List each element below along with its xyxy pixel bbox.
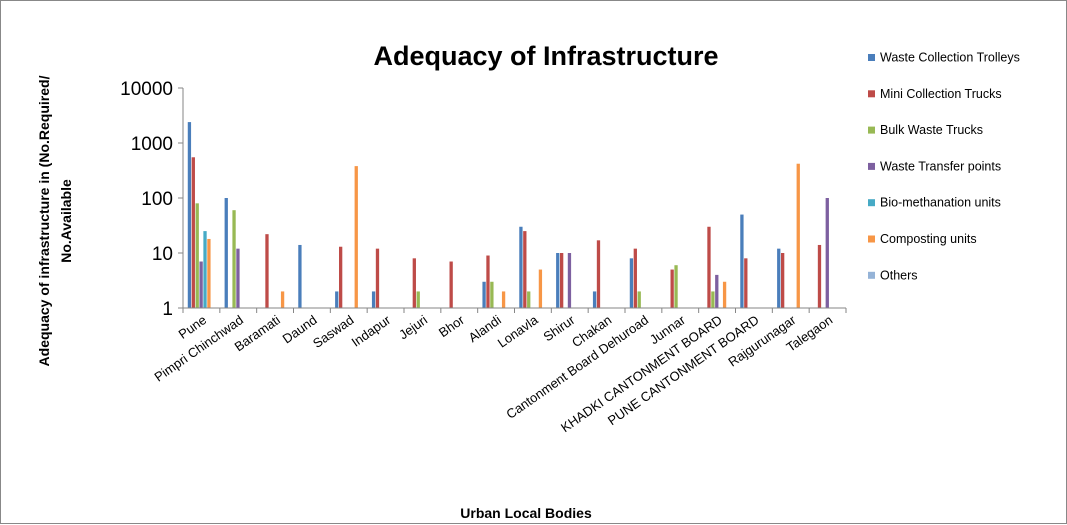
- legend-entry: Mini Collection Trucks: [880, 87, 1002, 101]
- bar: [207, 238, 211, 308]
- legend-entry: Composting units: [880, 232, 977, 246]
- legend-swatch: [868, 90, 875, 98]
- x-tick-label: Bhor: [436, 312, 468, 340]
- bar: [556, 253, 560, 308]
- bar: [375, 248, 380, 308]
- legend-entry: Waste Transfer points: [880, 159, 1001, 173]
- bar: [637, 291, 641, 308]
- x-tick-label: Jejuri: [396, 312, 430, 342]
- bar: [371, 291, 376, 308]
- bar: [199, 261, 203, 308]
- chart-title: Adequacy of Infrastructure: [373, 41, 718, 71]
- y-tick-label: 10000: [120, 79, 173, 100]
- x-axis-title: Urban Local Bodies: [460, 505, 592, 521]
- bar: [265, 234, 269, 308]
- bar: [490, 281, 494, 308]
- bar: [354, 166, 358, 308]
- bar: [195, 203, 199, 308]
- legend-swatch: [868, 235, 875, 243]
- legend-swatch: [868, 126, 875, 134]
- legend-swatch: [868, 199, 875, 207]
- y-axis-title-line-2: No.Available: [58, 179, 74, 263]
- bar: [744, 258, 748, 308]
- bars-group: [187, 122, 829, 308]
- bar: [825, 198, 829, 308]
- bar: [740, 214, 744, 308]
- legend-entry: Bulk Waste Trucks: [880, 123, 983, 137]
- bar: [298, 244, 302, 308]
- bar: [232, 210, 236, 308]
- y-tick-label: 1: [162, 299, 173, 320]
- legend-swatch: [868, 271, 875, 279]
- legend-entry: Waste Collection Trolleys: [880, 51, 1020, 65]
- bar: [519, 226, 523, 308]
- bar: [670, 269, 674, 308]
- bar: [335, 291, 339, 308]
- bar: [711, 291, 715, 308]
- y-tick-label: 100: [141, 189, 173, 210]
- legend-entry: Bio-methanation units: [880, 196, 1001, 210]
- bar: [236, 248, 240, 308]
- bar: [527, 291, 531, 308]
- bar: [523, 231, 527, 308]
- x-tick-label: Indapur: [349, 312, 394, 350]
- bar: [224, 198, 228, 308]
- bar: [592, 291, 597, 308]
- bar: [203, 231, 207, 308]
- bar: [538, 269, 543, 308]
- bar: [416, 291, 420, 308]
- bar: [412, 258, 416, 308]
- y-tick-label: 1000: [131, 134, 173, 155]
- bar: [486, 255, 490, 308]
- bar: [280, 291, 285, 308]
- bar: [596, 240, 601, 308]
- bar: [191, 157, 195, 308]
- bar: [560, 253, 564, 308]
- bar: [339, 246, 343, 308]
- bar: [633, 248, 637, 308]
- bar: [501, 291, 506, 308]
- legend: Waste Collection Trolleys Mini Collection…: [868, 51, 1020, 282]
- legend-entry: Others: [880, 268, 918, 282]
- bar: [187, 122, 192, 308]
- y-tick-label: 10: [152, 244, 173, 265]
- y-axis-title-line-1: Adequacy of infrastructure in (No.Requir…: [36, 75, 52, 366]
- x-tick-label: Lonavla: [495, 312, 542, 351]
- bar: [482, 281, 486, 308]
- bar: [777, 248, 781, 308]
- bar: [715, 274, 719, 308]
- bar: [707, 226, 711, 308]
- bar: [796, 163, 800, 308]
- bar: [449, 261, 453, 308]
- bar: [567, 253, 572, 308]
- bar: [781, 253, 785, 308]
- bar: [722, 281, 727, 308]
- x-tick-label: Saswad: [310, 312, 356, 351]
- y-axis: 1 10 100 1000 10000: [120, 79, 184, 320]
- x-axis: [182, 307, 847, 313]
- bar: [817, 244, 822, 308]
- legend-swatch: [868, 54, 875, 61]
- bar: [674, 265, 678, 308]
- legend-swatch: [868, 162, 875, 170]
- bar: [629, 258, 634, 308]
